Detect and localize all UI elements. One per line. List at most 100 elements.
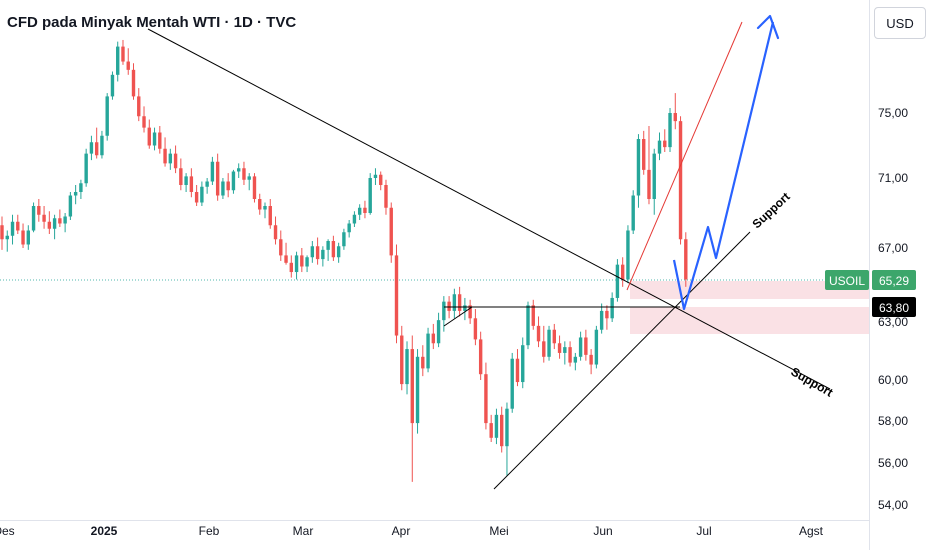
candle-body xyxy=(389,207,393,256)
candle-body xyxy=(326,241,330,250)
candle-body xyxy=(352,214,357,224)
candle-body xyxy=(226,181,230,191)
descending-trendline[interactable] xyxy=(147,28,831,390)
candle-body xyxy=(394,255,399,336)
candle-body xyxy=(63,216,67,224)
candle-body xyxy=(58,218,62,224)
projection-path[interactable] xyxy=(672,21,775,311)
candle-body xyxy=(384,185,388,208)
candle-body xyxy=(284,255,288,263)
candle-body xyxy=(5,235,9,240)
y-tick-label: 67,00 xyxy=(878,241,908,255)
candle-body xyxy=(105,96,109,136)
candle-body xyxy=(52,218,57,229)
candle-body xyxy=(68,195,73,217)
candle-body xyxy=(515,358,520,383)
projection-arrowhead xyxy=(756,14,780,40)
candle-body xyxy=(73,192,78,196)
candle-body xyxy=(663,140,667,148)
candle-body xyxy=(336,246,341,258)
candle-body xyxy=(410,349,414,424)
candle-body xyxy=(263,206,267,210)
candle-body xyxy=(42,214,46,222)
y-tick-label: 75,00 xyxy=(878,106,908,120)
candle-body xyxy=(215,161,220,196)
candle-body xyxy=(37,206,41,215)
candle-body xyxy=(615,264,620,298)
chart-title: CFD pada Minyak Mentah WTI · 1D · TVC xyxy=(7,14,296,31)
candle-body xyxy=(521,345,525,383)
candle-body xyxy=(436,320,441,344)
candle-body xyxy=(647,169,651,199)
y-tick-label: 58,00 xyxy=(878,414,908,428)
candle-body xyxy=(379,174,383,185)
candle-body xyxy=(431,333,436,344)
x-tick-label: Agst xyxy=(799,524,824,538)
y-tick-label: 54,00 xyxy=(878,498,908,512)
red-channel-line[interactable] xyxy=(626,21,743,291)
candle-body xyxy=(484,374,488,424)
candle-body xyxy=(473,318,478,340)
candle-body xyxy=(668,113,672,148)
candle-body xyxy=(242,168,246,180)
slanted-short-line[interactable] xyxy=(443,306,473,327)
candle-body xyxy=(321,249,325,260)
usoil-price-box xyxy=(872,270,916,290)
candle-body xyxy=(210,161,215,182)
candle-body xyxy=(173,153,178,169)
candle-body xyxy=(452,294,457,311)
candle-body xyxy=(542,341,546,357)
candle-body xyxy=(305,257,309,267)
crosshair-price-box xyxy=(872,297,916,317)
candle-body xyxy=(47,221,52,229)
candle-body xyxy=(673,113,677,122)
y-tick-label: 60,00 xyxy=(878,373,908,387)
candle-body xyxy=(478,339,483,375)
candle-body xyxy=(415,356,420,424)
candle-body xyxy=(200,186,204,203)
candle-body xyxy=(237,168,241,172)
candle-body xyxy=(373,174,378,178)
candle-body xyxy=(116,46,120,75)
x-tick-label: 2025 xyxy=(91,524,118,538)
y-tick-label: 71,00 xyxy=(878,171,908,185)
candle-body xyxy=(526,305,530,346)
x-tick-label: Jul xyxy=(696,524,711,538)
candle-body xyxy=(442,301,446,321)
usoil-symbol-box xyxy=(825,270,869,290)
candle-body xyxy=(684,239,688,280)
candle-body xyxy=(568,347,572,363)
ascending-trendline[interactable] xyxy=(493,231,751,490)
candle-body xyxy=(142,116,146,128)
candle-body xyxy=(26,230,30,245)
candle-body xyxy=(363,207,367,213)
crosshair-price: 63,80 xyxy=(879,301,909,315)
plot-area[interactable] xyxy=(0,0,869,520)
x-tick-label: Apr xyxy=(392,524,411,538)
candle-body xyxy=(84,153,88,184)
candle-body xyxy=(289,262,293,273)
candle-body xyxy=(347,223,351,233)
currency-button[interactable]: USD xyxy=(874,7,926,39)
price-axis-labels: 54,00 56,00 58,00 60,00 63,00 67,00 71,00 75,00 xyxy=(878,106,908,512)
x-tick-label: Feb xyxy=(199,524,220,538)
candle-body xyxy=(510,358,514,409)
candle-body xyxy=(642,139,646,170)
candle-body xyxy=(168,153,173,164)
candle-body xyxy=(457,294,462,311)
y-tick-label: 56,00 xyxy=(878,456,908,470)
candle-body xyxy=(573,356,578,363)
candle-body xyxy=(563,347,567,353)
candle-body xyxy=(94,142,99,156)
candle-body xyxy=(79,183,83,192)
candle-body xyxy=(594,329,599,365)
candle-body xyxy=(489,423,493,438)
candle-body xyxy=(189,176,194,192)
candle-body xyxy=(310,246,315,258)
x-tick-label: Mei xyxy=(489,524,508,538)
candle-body xyxy=(531,305,535,326)
candle-body xyxy=(163,148,167,164)
candle-body xyxy=(494,414,499,438)
usoil-price-badge: USOIL 65,29 xyxy=(825,270,916,290)
